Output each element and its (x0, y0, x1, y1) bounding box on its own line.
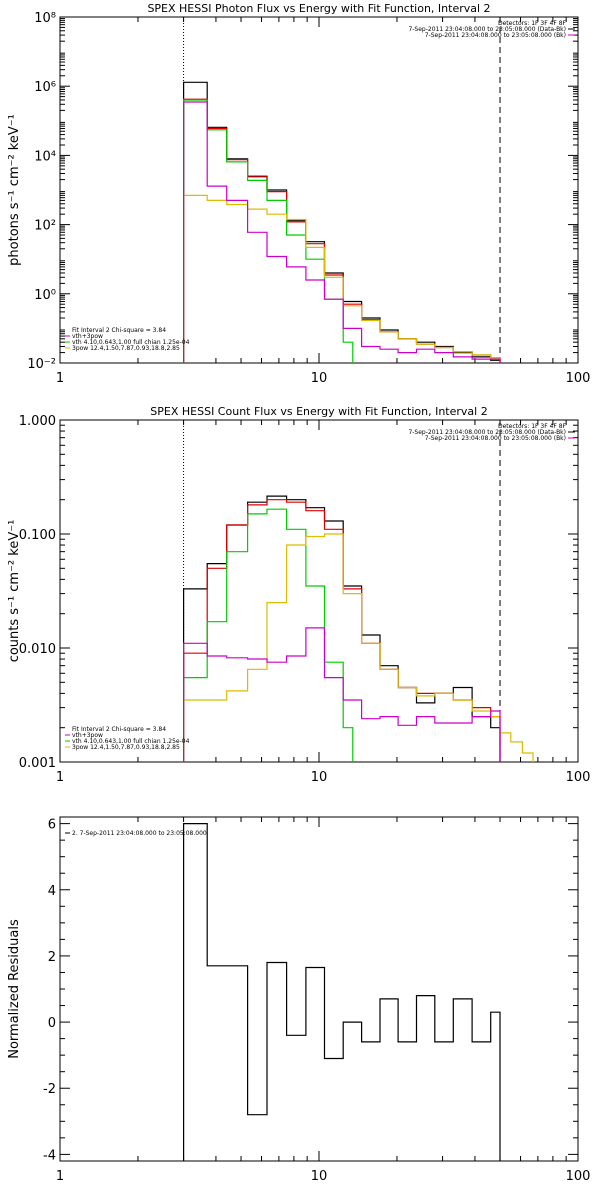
y-tick-label: 4 (48, 884, 56, 899)
header-text: 7-Sep-2011 23:04:08.000 to 23:05:08.000 … (408, 429, 566, 436)
y-tick-label: 0.100 (19, 528, 56, 543)
legend-entry: vth+3pow (72, 732, 103, 739)
chart-panel-3: Normalized Residuals 1 10 100 -4 -2 0 2 4 6 2. 7-S… (7, 816, 591, 1184)
legend-entry: vth 4.10,0.643,1.00 full chian 1.25e-04 (72, 339, 190, 346)
series-3pow (183, 533, 534, 762)
x-tick-label: 10 (311, 1169, 328, 1184)
x-tick-label: 10 (311, 770, 328, 785)
series-vth (183, 99, 354, 363)
y-tick-label: 10⁰ (34, 288, 56, 303)
x-tick-label: 1 (56, 371, 64, 386)
header-text: 7-Sep-2011 23:04:08.000 to 23:05:08.000 … (425, 435, 566, 442)
legend-entry: 2. 7-Sep-2011 23:04:08.000 to 23:05:08.0… (72, 830, 207, 837)
series-bk (183, 627, 501, 762)
x-tick-label: 100 (566, 1169, 591, 1184)
legend-entry: vth 4.10,0.643,1.00 full chian 1.25e-04 (72, 738, 190, 745)
y-axis-label: photons s⁻¹ cm⁻² keV⁻¹ (7, 114, 22, 266)
y-tick-label: 6 (48, 818, 56, 833)
header-text: Detectors: 1F 3F 4F 8F (498, 423, 567, 430)
x-tick-label: 100 (566, 371, 591, 386)
x-tick-label: 1 (56, 770, 64, 785)
y-tick-label: 2 (48, 950, 56, 965)
legend-entry: Fit Interval 2 Chi-square = 3.84 (72, 726, 166, 733)
legend-entry: 3pow 12.4,1.50,7.87,0.93,18.8,2.85 (72, 744, 180, 751)
y-tick-label: 10⁸ (34, 11, 56, 26)
x-tick-label: 100 (566, 770, 591, 785)
series-bk (183, 101, 501, 363)
series-vth-3pow (183, 98, 501, 363)
chart-title: SPEX HESSI Photon Flux vs Energy with Fi… (147, 2, 490, 15)
y-tick-label: 10⁻² (27, 357, 56, 372)
header-text: Detectors: 1F 3F 4F 8F (498, 20, 567, 27)
series-3pow (183, 194, 501, 363)
series-data-bk (183, 81, 501, 363)
y-tick-label: 0 (48, 1016, 56, 1031)
series-residuals (183, 823, 501, 1161)
series-data-bk (183, 495, 501, 762)
legend-entry: vth+3pow (72, 333, 103, 340)
legend-entry: Fit Interval 2 Chi-square = 3.84 (72, 327, 166, 334)
chart-panel-1: SPEX HESSI Photon Flux vs Energy with Fi… (7, 2, 590, 386)
y-tick-label: 0.010 (19, 642, 56, 657)
y-tick-label: 10² (34, 219, 56, 234)
y-tick-label: 10⁴ (34, 149, 56, 164)
chart-title: SPEX HESSI Count Flux vs Energy with Fit… (150, 405, 487, 418)
header-text: 7-Sep-2011 23:04:08.000 to 23:05:08.000 … (425, 32, 566, 39)
series-vth (183, 508, 354, 762)
y-tick-label: 0.001 (19, 756, 56, 771)
chart-panel-2: SPEX HESSI Count Flux vs Energy with Fit… (7, 405, 590, 785)
x-tick-label: 10 (311, 371, 328, 386)
y-tick-label: -2 (43, 1082, 56, 1097)
y-tick-label: 1.000 (19, 414, 56, 429)
header-text: 7-Sep-2011 23:04:08.000 to 23:05:08.000 … (408, 26, 566, 33)
y-axis-label: counts s⁻¹ cm⁻² keV⁻¹ (7, 520, 22, 663)
y-tick-label: -4 (43, 1148, 56, 1163)
y-axis-label: Normalized Residuals (7, 919, 22, 1059)
x-tick-label: 1 (56, 1169, 64, 1184)
legend-entry: 3pow 12.4,1.50,7.87,0.93,18.8,2.85 (72, 345, 180, 352)
y-tick-label: 10⁶ (34, 80, 56, 95)
